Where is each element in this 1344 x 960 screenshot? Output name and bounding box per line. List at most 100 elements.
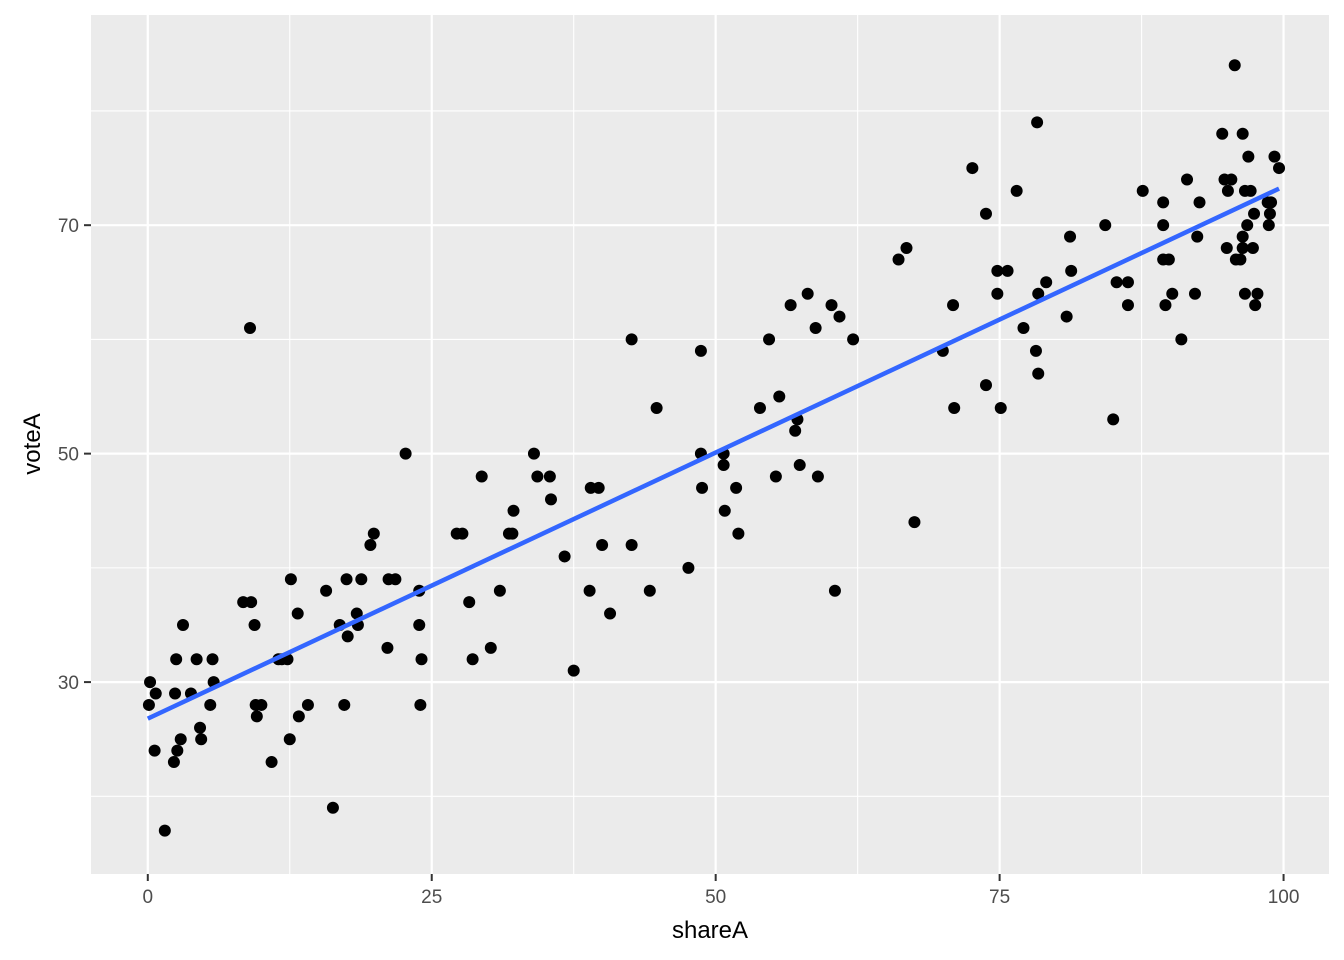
data-point (1064, 230, 1077, 243)
data-point (1159, 299, 1172, 312)
data-point (1242, 150, 1255, 163)
data-point (1221, 184, 1234, 197)
data-point (900, 242, 913, 255)
data-point (1188, 287, 1201, 300)
data-point (1001, 264, 1014, 277)
data-point (1249, 299, 1262, 312)
data-point (1121, 299, 1134, 312)
data-point (174, 733, 187, 746)
data-point (1238, 287, 1251, 300)
data-point (625, 539, 638, 552)
data-point (966, 162, 979, 175)
data-point (1234, 253, 1247, 266)
data-point (682, 561, 695, 574)
data-point (413, 618, 426, 631)
data-point (506, 527, 519, 540)
data-point (204, 698, 217, 711)
data-point (1040, 276, 1053, 289)
data-point (1157, 219, 1170, 232)
data-point (320, 584, 333, 597)
data-point (558, 550, 571, 563)
data-point (364, 539, 377, 552)
data-point (1029, 344, 1042, 357)
data-point (245, 596, 258, 609)
data-point (1263, 207, 1276, 220)
data-points (142, 59, 1286, 837)
data-point (1193, 196, 1206, 209)
data-point (389, 573, 402, 586)
data-point (1273, 162, 1286, 175)
data-point (301, 698, 314, 711)
data-point (292, 710, 305, 723)
data-point (1107, 413, 1120, 426)
data-point (1017, 321, 1030, 334)
data-point (991, 287, 1004, 300)
data-point (1241, 219, 1254, 232)
data-point (176, 618, 189, 631)
data-point (142, 698, 155, 711)
data-point (144, 676, 157, 689)
data-point (1065, 264, 1078, 277)
data-point (833, 310, 846, 323)
data-point (171, 744, 184, 757)
data-point (567, 664, 580, 677)
data-point (592, 481, 605, 494)
data-point (908, 516, 921, 529)
data-point (1216, 127, 1229, 140)
y-tick-label: 70 (58, 216, 79, 237)
data-point (1136, 184, 1149, 197)
data-point (340, 573, 353, 586)
data-point (1225, 173, 1238, 186)
data-point (1262, 219, 1275, 232)
data-point (994, 401, 1007, 414)
data-point (507, 504, 520, 517)
data-point (1121, 276, 1134, 289)
data-point (694, 344, 707, 357)
data-point (255, 698, 268, 711)
data-point (947, 299, 960, 312)
x-axis-title: shareA (672, 917, 748, 944)
data-point (248, 618, 261, 631)
data-point (463, 596, 476, 609)
data-point (1246, 242, 1259, 255)
data-point (730, 481, 743, 494)
data-point (1265, 196, 1278, 209)
data-point (769, 470, 782, 483)
data-point (250, 710, 263, 723)
data-point (1244, 184, 1257, 197)
data-point (456, 527, 469, 540)
data-point (717, 459, 730, 472)
data-point (773, 390, 786, 403)
x-tick-label: 0 (142, 887, 153, 908)
data-point (531, 470, 544, 483)
data-point (284, 573, 297, 586)
data-point (543, 470, 556, 483)
data-point (148, 744, 161, 757)
data-point (763, 333, 776, 346)
data-point (1032, 287, 1045, 300)
data-point (1236, 242, 1249, 255)
data-point (1032, 367, 1045, 380)
data-point (991, 264, 1004, 277)
data-point (650, 401, 663, 414)
data-point (169, 687, 182, 700)
data-point (1166, 287, 1179, 300)
x-axis: 0 25 50 75 100 (142, 874, 1299, 908)
data-point (696, 481, 709, 494)
data-point (825, 299, 838, 312)
data-point (527, 447, 540, 460)
data-point (809, 321, 822, 334)
data-point (415, 653, 428, 666)
data-point (1228, 59, 1241, 72)
data-point (1236, 127, 1249, 140)
data-point (291, 607, 304, 620)
data-point (1236, 230, 1249, 243)
data-point (350, 607, 363, 620)
x-tick-label: 50 (705, 887, 726, 908)
data-point (1248, 207, 1261, 220)
data-point (583, 584, 596, 597)
data-point (1181, 173, 1194, 186)
data-point (1031, 116, 1044, 129)
data-point (1157, 196, 1170, 209)
data-point (493, 584, 506, 597)
